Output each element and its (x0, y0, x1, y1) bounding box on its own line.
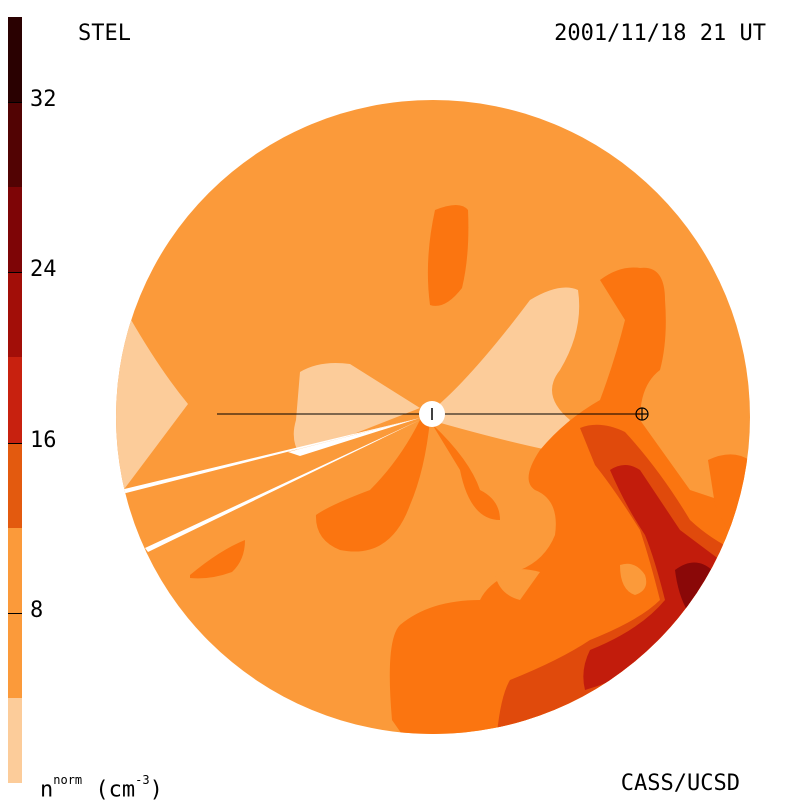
color-bar-tick-label-0: 8 (30, 597, 44, 623)
contour-east-max (675, 562, 712, 612)
color-bar-tick-3 (8, 102, 22, 104)
earth-icon (635, 407, 649, 421)
unit-label: nnorm (cm-3) (40, 773, 163, 802)
contour-south-left-mid (315, 420, 430, 552)
contour-sw-spot (190, 540, 245, 579)
data-gap-line-1 (120, 418, 420, 494)
contour-left-low (116, 300, 188, 492)
color-bar-tick-0 (8, 612, 22, 614)
color-bar-tick-label-2: 24 (30, 257, 57, 283)
model-label: STEL (78, 21, 131, 46)
contour-east-pocket (620, 563, 647, 595)
contour-center-right-low (430, 287, 580, 450)
color-bar-band-5 (8, 187, 22, 273)
contour-north-mid (427, 205, 469, 306)
credit-label: CASS/UCSD (620, 771, 740, 796)
color-bar-band-4 (8, 272, 22, 358)
color-bar-tick-1 (8, 442, 22, 444)
color-bar (8, 17, 22, 783)
contour-center-left-low (293, 363, 420, 455)
color-bar-band-7 (8, 17, 22, 103)
contour-south-center-mid (432, 424, 500, 520)
color-bar-tick-label-3: 32 (30, 87, 57, 113)
color-bar-band-0 (8, 697, 22, 783)
color-bar-band-3 (8, 357, 22, 443)
color-bar-tick-2 (8, 272, 22, 274)
timestamp-label: 2001/11/18 21 UT (554, 21, 766, 46)
color-bar-band-6 (8, 102, 22, 188)
data-gap-line-3 (288, 418, 420, 456)
color-bar-band-2 (8, 442, 22, 528)
data-gap-line-2 (145, 420, 420, 552)
color-bar-tick-label-1: 16 (30, 427, 57, 453)
contour-south-pocket (495, 569, 540, 600)
